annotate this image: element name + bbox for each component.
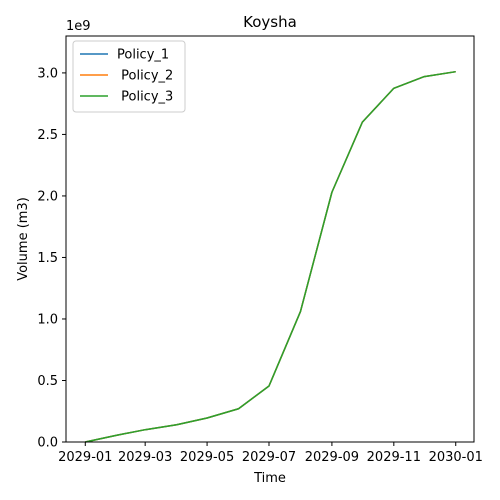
legend: Policy_1 Policy_2 Policy_3 [73, 41, 185, 112]
y-tick-label: 2.5 [37, 128, 58, 143]
y-tick-label: 0.0 [37, 436, 58, 451]
legend-label-2: Policy_2 [117, 69, 173, 84]
y-tick-label: 2.0 [37, 189, 58, 204]
y-axis-label: Volume (m3) [16, 197, 31, 281]
x-tick-label: 2029-03 [118, 450, 172, 465]
x-axis-label: Time [253, 471, 286, 486]
x-tick-label: 2029-07 [242, 450, 296, 465]
x-tick-label: 2029-11 [367, 450, 421, 465]
legend-label-3: Policy_3 [117, 90, 173, 105]
x-tick-label: 2029-09 [305, 450, 359, 465]
x-tick-label: 2030-01 [429, 450, 483, 465]
y-tick-label: 3.0 [37, 66, 58, 81]
y-tick-label: 0.5 [37, 374, 58, 389]
x-tick-label: 2029-01 [58, 450, 112, 465]
chart-title: Koysha [243, 13, 297, 31]
x-tick-label: 2029-05 [180, 450, 234, 465]
y-tick-label: 1.0 [37, 312, 58, 327]
legend-label-1: Policy_1 [117, 48, 169, 63]
y-axis-offset-label: 1e9 [66, 19, 91, 34]
y-tick-label: 1.5 [37, 251, 58, 266]
